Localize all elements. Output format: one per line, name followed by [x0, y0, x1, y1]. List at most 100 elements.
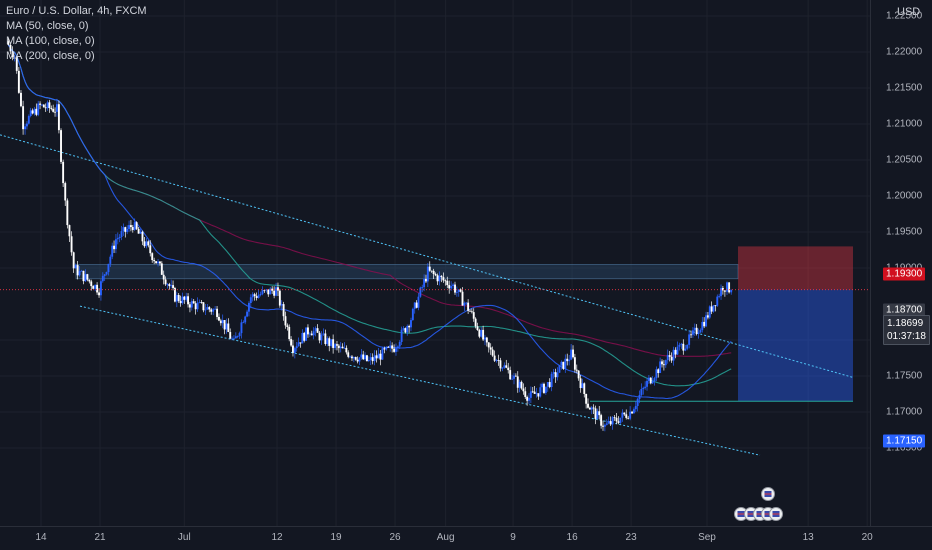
candle-body: [415, 302, 418, 308]
time-axis[interactable]: 14 21 Jul 12 19 26 Aug 9 16 23 Sep 13 20: [0, 526, 932, 550]
candle-body: [318, 332, 321, 341]
candle-body: [425, 278, 427, 282]
candle-body: [107, 263, 110, 273]
candle-body: [66, 200, 69, 226]
candle-body: [275, 287, 278, 296]
candle-body: [607, 421, 610, 424]
candle-body: [345, 347, 348, 353]
candle-body: [455, 291, 458, 293]
candle-body: [29, 110, 32, 117]
candle-body: [485, 337, 488, 343]
candle-body: [190, 301, 193, 308]
candle-body: [92, 286, 95, 289]
candle-body: [242, 322, 245, 324]
candle-body: [661, 361, 663, 365]
legend-ma50[interactable]: MA (50, close, 0): [6, 20, 89, 32]
candle-body: [375, 355, 378, 359]
candle-body: [113, 245, 116, 250]
candle-body: [662, 364, 665, 366]
candle-body: [482, 329, 485, 340]
candle-body: [391, 345, 394, 349]
chart-canvas[interactable]: [0, 0, 870, 526]
candle-body: [129, 225, 132, 228]
candle-body: [465, 302, 468, 304]
candle-body: [546, 382, 549, 387]
candle-body: [322, 333, 325, 335]
candle-body: [70, 236, 73, 253]
candle-body: [550, 373, 553, 388]
candle-body: [82, 270, 85, 282]
candle-body: [52, 108, 55, 112]
channel-lower-line: [79, 305, 761, 456]
candle-body: [339, 346, 342, 349]
candle-body: [162, 274, 165, 280]
candle-body: [9, 44, 12, 52]
candle-body: [27, 116, 30, 124]
legend-ma100[interactable]: MA (100, close, 0): [6, 35, 95, 47]
candle-body: [518, 381, 521, 388]
candle-body: [188, 304, 191, 308]
price-tick-label: 1.21000: [886, 118, 923, 130]
time-tick-label: 16: [566, 532, 578, 543]
candle-body: [598, 411, 601, 416]
candle-body: [198, 302, 201, 303]
candle-body: [454, 284, 456, 293]
candle-body: [265, 289, 268, 291]
candle-body: [396, 346, 399, 349]
candle-body: [723, 290, 726, 292]
candle-body: [280, 304, 283, 306]
candle-body: [531, 391, 534, 393]
candle-body: [680, 343, 683, 345]
candle-body: [90, 281, 93, 287]
candle-body: [703, 321, 706, 327]
candle-body: [602, 425, 604, 427]
candle-body: [699, 330, 702, 333]
last-price-value: 1.18699: [887, 318, 924, 329]
candle-body: [537, 393, 540, 397]
candle-body: [26, 123, 28, 127]
candle-body: [507, 367, 510, 371]
channel-upper-line: [0, 134, 854, 378]
candle-body: [634, 406, 637, 410]
candle-body: [484, 337, 486, 340]
candle-body: [131, 227, 134, 230]
candle-body: [691, 330, 694, 335]
candle-body: [706, 315, 709, 318]
candle-body: [362, 354, 365, 360]
candle-body: [234, 336, 237, 339]
candle-body: [695, 327, 698, 334]
candle-body: [632, 409, 635, 414]
candle-body: [655, 369, 658, 379]
candle-body: [255, 296, 258, 298]
candle-body: [642, 387, 645, 390]
price-tick-label: 1.22500: [886, 10, 923, 22]
price-tick-label: 1.17000: [886, 406, 923, 418]
candle-body: [446, 280, 449, 286]
candle-body: [54, 111, 56, 113]
candle-body: [594, 408, 597, 419]
candle-body: [514, 375, 517, 377]
candle-body: [236, 336, 239, 337]
candle-body: [381, 348, 384, 360]
price-axis[interactable]: USD 1.22500 1.22000 1.21500 1.21000 1.20500 1…: [870, 0, 932, 526]
candle-body: [328, 338, 331, 346]
candle-body: [605, 423, 608, 425]
chart-area[interactable]: Euro / U.S. Dollar, 4h, FXCM MA (50, clo…: [0, 0, 870, 526]
legend-symbol[interactable]: Euro / U.S. Dollar, 4h, FXCM: [6, 5, 147, 17]
candle-body: [284, 316, 287, 326]
candle-body: [160, 263, 163, 275]
candle-body: [470, 311, 473, 313]
candle-body: [730, 289, 733, 293]
candle-body: [356, 359, 359, 362]
currency-label[interactable]: USD: [897, 6, 921, 18]
candle-body: [467, 302, 470, 311]
candle-body: [367, 360, 370, 361]
legend-ma200[interactable]: MA (200, close, 0): [6, 50, 95, 62]
candle-body: [385, 346, 388, 350]
candle-body: [457, 289, 460, 292]
candle-body: [448, 285, 451, 289]
candle-body: [206, 307, 209, 310]
candle-body: [114, 239, 117, 250]
candle-body: [560, 361, 563, 366]
candle-body: [332, 339, 335, 348]
